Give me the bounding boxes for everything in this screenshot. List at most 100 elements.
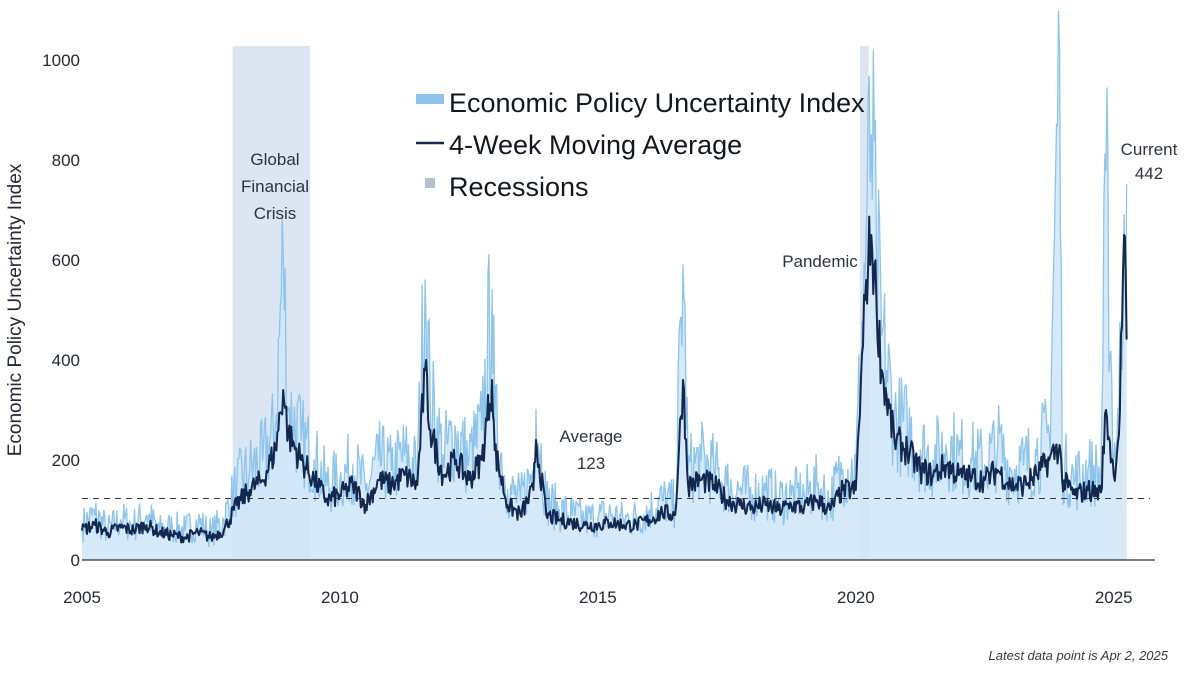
moving-average-point [777, 509, 780, 511]
index-point [609, 514, 612, 516]
index-point [197, 521, 199, 524]
index-point [597, 516, 599, 519]
index-point [287, 409, 290, 411]
index-point [468, 459, 470, 461]
x-tick-label: 2025 [1095, 588, 1133, 607]
legend-label: Economic Policy Uncertainty Index [449, 88, 865, 118]
index-point [326, 484, 328, 486]
index-point [875, 249, 878, 251]
moving-average-point [1123, 234, 1125, 236]
moving-average-point [1118, 434, 1120, 436]
moving-average-point [829, 509, 831, 511]
index-point [352, 464, 354, 466]
moving-average-point [726, 499, 728, 501]
axes: 0 200 400 600 800 1000 2005 2010 2015 2020 2025 [42, 51, 1155, 607]
index-point [119, 519, 122, 521]
index-point [919, 449, 922, 451]
moving-average-point [519, 514, 522, 516]
moving-average-point [535, 439, 537, 441]
index-point [661, 499, 664, 501]
index-point [996, 444, 999, 446]
index-point [1125, 184, 1128, 186]
index-point [480, 429, 483, 431]
moving-average-point [893, 439, 896, 441]
index-point [558, 509, 560, 511]
index-point [738, 489, 741, 491]
moving-average-point [455, 459, 457, 461]
moving-average-point [971, 476, 973, 479]
legend-label: 4-Week Moving Average [449, 130, 742, 160]
index-point [777, 499, 780, 501]
index-point [94, 514, 96, 516]
index-point [829, 499, 831, 501]
moving-average-point [287, 434, 290, 436]
index-point [403, 454, 406, 456]
moving-average-point [1100, 491, 1102, 494]
index-point [1048, 434, 1051, 436]
moving-average-point [816, 499, 818, 501]
legend-label: Recessions [449, 172, 589, 202]
moving-average-point [875, 299, 878, 301]
moving-average-point [1035, 474, 1038, 476]
moving-average-point [235, 504, 238, 506]
moving-average-point [1022, 484, 1025, 486]
moving-average-point [424, 369, 426, 371]
index-point [390, 469, 393, 471]
moving-average-point [429, 429, 432, 431]
y-axis-label: Economic Policy Uncertainty Index [5, 163, 26, 456]
moving-average-point [906, 449, 909, 451]
moving-average-point [584, 524, 586, 526]
index-point [223, 519, 225, 521]
index-point [235, 484, 238, 486]
moving-average-point [700, 479, 702, 481]
index-point [713, 469, 715, 471]
index-point [184, 529, 186, 531]
index-point [870, 134, 873, 136]
moving-average-point [790, 504, 793, 506]
moving-average-point [377, 479, 380, 481]
moving-average-point [145, 524, 148, 526]
x-tick-label: 2015 [579, 588, 617, 607]
moving-average-point [197, 531, 199, 534]
index-point [1035, 454, 1038, 456]
moving-average-point [682, 379, 684, 381]
moving-average-point [210, 536, 212, 539]
moving-average-point [339, 494, 341, 496]
index-point [1022, 464, 1025, 466]
moving-average-point [480, 459, 483, 461]
moving-average-point [996, 469, 999, 471]
moving-average-point [326, 499, 328, 501]
moving-average-point [171, 534, 174, 536]
moving-average-point [622, 524, 625, 526]
moving-average-point [532, 489, 535, 491]
moving-average-point [571, 521, 573, 524]
moving-average-point [158, 531, 161, 534]
index-point [932, 459, 934, 461]
x-tick-label: 2005 [63, 588, 101, 607]
index-point [171, 526, 174, 529]
index-point [1074, 479, 1076, 481]
index-point [635, 516, 638, 519]
index-point [816, 484, 818, 486]
moving-average-point [132, 529, 135, 531]
moving-average-point [865, 279, 867, 281]
pandemic-label: Pandemic [782, 252, 858, 271]
y-tick-label: 400 [52, 351, 80, 370]
moving-average-point [932, 474, 934, 476]
index-point [442, 454, 444, 456]
moving-average-point [1048, 459, 1051, 461]
moving-average-point [661, 511, 664, 514]
average-label: Average [559, 427, 622, 446]
moving-average-point [648, 519, 651, 521]
gfc-label-line: Global [250, 150, 299, 169]
y-tick-label: 1000 [42, 51, 80, 70]
moving-average-point [300, 459, 303, 461]
moving-average-point [635, 524, 638, 526]
x-tick-label: 2010 [321, 588, 359, 607]
moving-average-point [1105, 409, 1107, 411]
index-point [424, 279, 426, 281]
index-point [983, 464, 986, 466]
index-point [700, 459, 702, 461]
index-point [865, 234, 867, 236]
y-tick-label: 600 [52, 251, 80, 270]
